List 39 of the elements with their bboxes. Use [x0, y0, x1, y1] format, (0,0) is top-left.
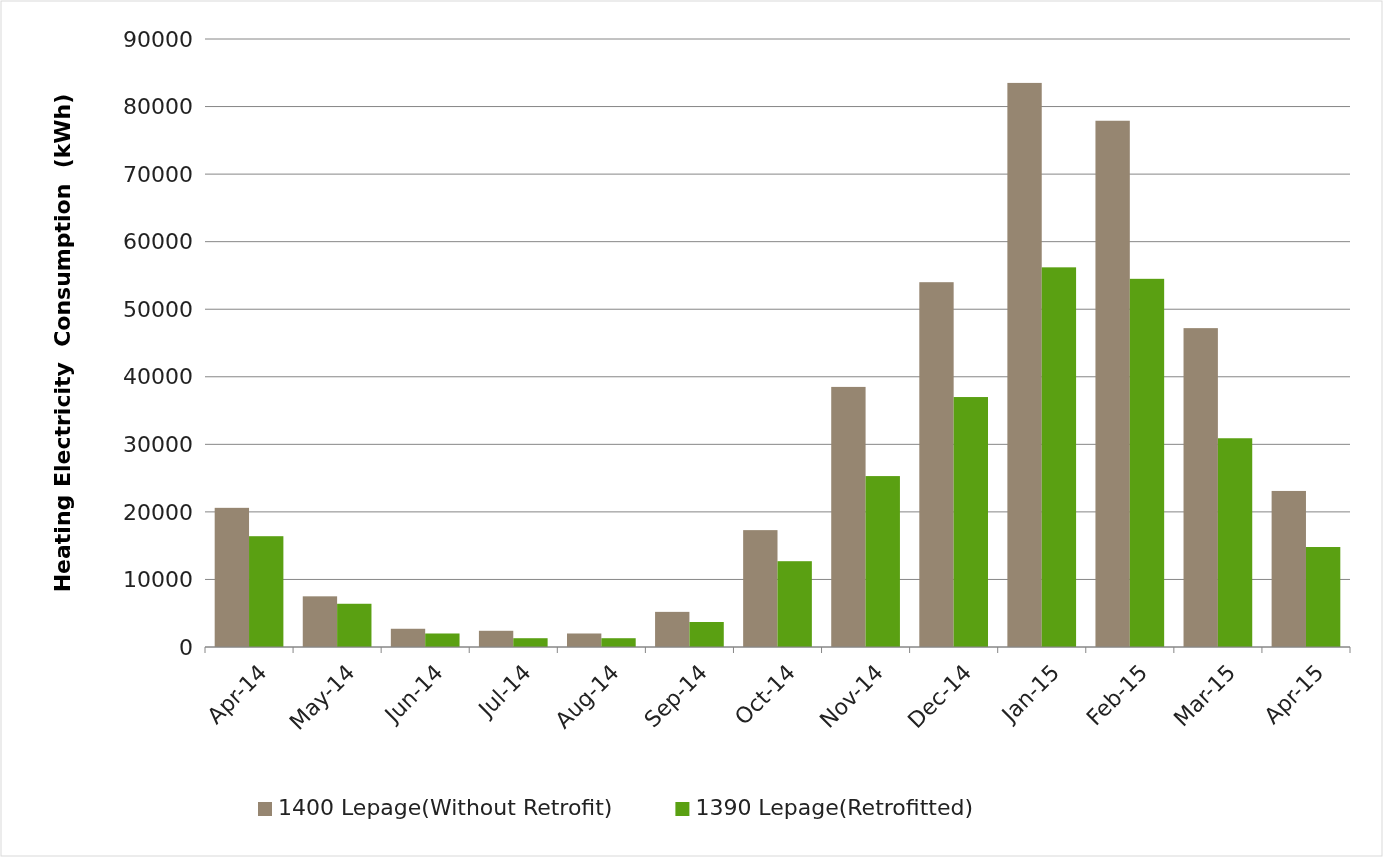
bar: [1305, 547, 1341, 647]
legend-label: 1390 Lepage(Retrofitted): [695, 795, 973, 820]
bar: [1095, 120, 1130, 647]
bar: [743, 530, 778, 647]
bar: [478, 630, 514, 647]
bar: [689, 622, 724, 647]
bar: [953, 397, 988, 647]
bar: [777, 561, 812, 647]
bar: [601, 638, 636, 647]
bar: [1129, 278, 1165, 647]
bar: [425, 633, 460, 647]
bar: [1007, 82, 1042, 647]
bar: [1041, 267, 1077, 647]
bar: [302, 596, 338, 647]
bar: [655, 611, 690, 647]
bar: [1217, 438, 1253, 647]
legend-label: 1400 Lepage(Without Retrofit): [278, 795, 613, 820]
y-tick-label: 60000: [123, 229, 193, 255]
y-tick-label: 30000: [123, 432, 193, 458]
y-tick-label: 80000: [123, 94, 193, 120]
y-tick-label: 90000: [123, 26, 193, 52]
bar: [513, 638, 548, 647]
y-tick-label: 70000: [123, 161, 193, 187]
bar: [1271, 490, 1306, 647]
y-tick-label: 10000: [123, 567, 193, 593]
y-axis-title: Heating Electricity Consumption (kWh): [50, 93, 75, 593]
bar: [831, 386, 866, 647]
bar: [1183, 328, 1218, 647]
y-tick-label: 0: [179, 634, 193, 660]
bar: [865, 476, 900, 647]
bar: [337, 603, 372, 647]
y-tick-label: 20000: [123, 499, 193, 525]
bar: [919, 282, 954, 647]
bar: [214, 507, 250, 647]
bar: [249, 536, 284, 647]
y-tick-label: 40000: [123, 364, 193, 390]
bar: [567, 633, 602, 647]
y-tick-label: 50000: [123, 296, 193, 322]
bar: [390, 628, 426, 647]
